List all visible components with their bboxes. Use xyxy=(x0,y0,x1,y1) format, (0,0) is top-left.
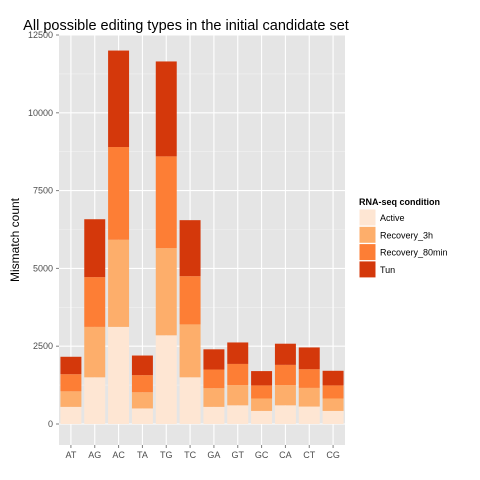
x-tick-label: GT xyxy=(232,450,245,460)
bar-segment-TA-recovery-80min xyxy=(131,375,153,393)
bar-segment-AC-active xyxy=(108,326,130,424)
bar-segment-GA-active xyxy=(203,406,225,424)
bar-segment-CT-recovery-3h xyxy=(298,387,320,407)
bar-segment-GA-tun xyxy=(203,349,225,370)
x-tick-label: GA xyxy=(207,450,220,460)
bar-segment-TG-recovery-80min xyxy=(155,156,177,249)
bar-segment-TA-tun xyxy=(131,355,153,376)
bar-segment-CG-recovery-80min xyxy=(322,385,344,399)
bar-segment-AG-recovery-80min xyxy=(84,277,106,327)
bar-segment-TC-recovery-3h xyxy=(179,324,201,378)
y-axis: 0 2500 5000 7500 10000 12500 xyxy=(28,30,59,429)
bar-segment-AT-recovery-3h xyxy=(60,391,82,407)
y-axis-title: Mismatch count xyxy=(8,197,22,282)
x-tick-label: AT xyxy=(65,450,76,460)
legend: RNA-seq condition Active Recovery_3h Recov… xyxy=(358,197,448,279)
bar-segment-AT-recovery-80min xyxy=(60,374,82,392)
bar-segment-CA-active xyxy=(274,405,296,424)
y-tick-label: 5000 xyxy=(33,263,53,273)
bar-segment-GC-active xyxy=(251,410,273,424)
bar-segment-TC-tun xyxy=(179,220,201,277)
chart-title: All possible editing types in the initia… xyxy=(23,18,349,34)
bar-segment-AC-recovery-80min xyxy=(108,147,130,240)
y-tick-label: 2500 xyxy=(33,341,53,351)
bar-segment-CT-active xyxy=(298,406,320,424)
bar-segment-TG-recovery-3h xyxy=(155,248,177,336)
x-tick-label: AC xyxy=(112,450,125,460)
x-axis: AT AG AC TA TG TC GA GT GC CA CT CG xyxy=(65,445,340,460)
x-tick-label: CA xyxy=(279,450,292,460)
x-tick-label: TC xyxy=(184,450,196,460)
legend-key-active xyxy=(358,208,377,227)
x-tick-label: TG xyxy=(160,450,173,460)
bar-segment-TA-recovery-3h xyxy=(131,392,153,409)
bar-segment-AG-recovery-3h xyxy=(84,326,106,378)
y-tick-label: 10000 xyxy=(28,108,53,118)
bar-segment-TC-recovery-80min xyxy=(179,276,201,325)
bar-segment-AC-tun xyxy=(108,50,130,148)
bar-segment-CA-recovery-80min xyxy=(274,364,296,386)
legend-key-recovery-80min xyxy=(358,243,377,262)
legend-key-tun xyxy=(358,260,377,279)
bar-segment-CA-recovery-3h xyxy=(274,385,296,406)
legend-label: Active xyxy=(380,213,405,223)
legend-title: RNA-seq condition xyxy=(359,197,440,207)
x-tick-label: CG xyxy=(326,450,340,460)
bar-segment-CG-active xyxy=(322,410,344,424)
bar-segment-CT-recovery-80min xyxy=(298,369,320,388)
bar-segment-GT-active xyxy=(227,405,249,424)
bars xyxy=(60,50,344,424)
bar-segment-GA-recovery-3h xyxy=(203,388,225,407)
plot-panel xyxy=(59,35,345,445)
bar-segment-TA-active xyxy=(131,408,153,424)
bar-segment-AT-active xyxy=(60,406,82,424)
bar-segment-AT-tun xyxy=(60,356,82,375)
bar-segment-GT-recovery-3h xyxy=(227,385,249,406)
bar-segment-TG-active xyxy=(155,335,177,424)
legend-label: Recovery_80min xyxy=(380,248,448,258)
bar-segment-GC-tun xyxy=(251,371,273,386)
legend-key-recovery-3h xyxy=(358,225,377,244)
bar-segment-GT-recovery-80min xyxy=(227,363,249,386)
y-tick-label: 0 xyxy=(48,419,53,429)
bar-segment-GT-tun xyxy=(227,342,249,364)
x-tick-label: TA xyxy=(137,450,148,460)
x-tick-label: CT xyxy=(303,450,315,460)
x-tick-label: AG xyxy=(88,450,101,460)
bar-segment-AG-active xyxy=(84,377,106,424)
x-tick-label: GC xyxy=(255,450,269,460)
bar-segment-CG-tun xyxy=(322,370,344,386)
bar-segment-GA-recovery-80min xyxy=(203,369,225,389)
bar-segment-AC-recovery-3h xyxy=(108,239,130,327)
bar-segment-CT-tun xyxy=(298,347,320,370)
y-tick-label: 12500 xyxy=(28,30,53,40)
legend-label: Recovery_3h xyxy=(380,230,433,240)
bar-segment-AG-tun xyxy=(84,219,106,278)
bar-segment-CG-recovery-3h xyxy=(322,398,344,411)
bar-segment-GC-recovery-80min xyxy=(251,385,273,399)
legend-label: Tun xyxy=(380,265,395,275)
bar-segment-TG-tun xyxy=(155,61,177,157)
y-tick-label: 7500 xyxy=(33,186,53,196)
bar-segment-GC-recovery-3h xyxy=(251,398,273,411)
bar-segment-TC-active xyxy=(179,377,201,424)
bar-segment-CA-tun xyxy=(274,343,296,365)
